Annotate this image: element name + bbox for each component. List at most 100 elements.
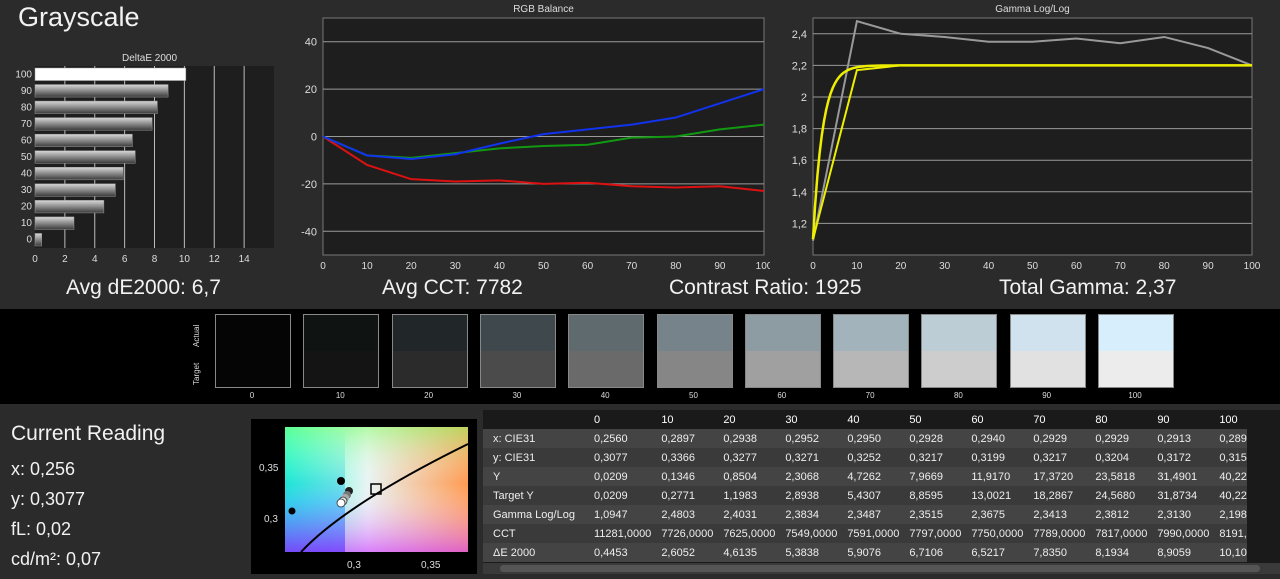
rgb-series-line (322, 88, 765, 161)
table-cell: 2,198 (1209, 505, 1247, 524)
deltae-ytick: 70 (21, 119, 33, 130)
table-cell: 2,3487 (837, 505, 900, 524)
gamma-xtick: 10 (851, 261, 863, 272)
swatch-target (304, 351, 379, 387)
table-cell: 7,8350 (1023, 543, 1086, 562)
table-cell: 0,2913 (1147, 429, 1210, 448)
table-cell: 17,3720 (1023, 467, 1086, 486)
deltae-ytick: 100 (15, 69, 32, 80)
table-cell: 0,0209 (584, 486, 652, 505)
table-cell: 7990,0000 (1147, 524, 1210, 543)
swatch-label: 60 (777, 391, 787, 400)
swatch-target (392, 351, 467, 387)
gamma-series-line (812, 19, 1253, 241)
table-cell: 40,22 (1209, 486, 1247, 505)
swatch-label: 10 (335, 391, 345, 400)
deltae-ytick: 20 (21, 202, 33, 213)
cie-ytick-030: 0,3 (264, 514, 278, 525)
deltae-ytick: 10 (21, 218, 33, 229)
gamma-chart: Gamma Log/Log 2,4 2,2 2 1,8 1,6 1,4 1,2 0 10 20 30 4… (770, 0, 1280, 275)
rgb-xtick: 30 (450, 261, 462, 272)
swatch-actual (392, 315, 467, 351)
rgb-series-line (322, 135, 765, 193)
table-cell: 1,1983 (713, 486, 776, 505)
table-header-cell: 90 (1157, 413, 1170, 426)
table-cell: 23,5818 (1085, 467, 1148, 486)
table-cell: 0,3271 (775, 448, 838, 467)
table-header-cell (483, 410, 584, 429)
swatch-label: 100 (1128, 391, 1142, 400)
cie-point-50 (336, 498, 346, 508)
rgb-ytick: 40 (305, 37, 317, 49)
deltae-ytick: 40 (21, 169, 33, 180)
table-cell: 0,289 (1209, 429, 1247, 448)
table-cell: 10,10 (1209, 543, 1247, 562)
deltae-ytick: 50 (21, 152, 33, 163)
table-cell: 8191, (1209, 524, 1247, 543)
deltae-ytick: 60 (21, 135, 33, 146)
rgb-xtick: 50 (538, 261, 550, 272)
swatch-80 (921, 314, 998, 388)
table-cell: 0,2560 (584, 429, 652, 448)
cie-point-0 (337, 477, 345, 485)
swatch-target (922, 351, 997, 387)
planckian-locus (300, 443, 469, 553)
gamma-xtick: 40 (983, 261, 995, 272)
cie-diagram-svg: 0,35 0,3 0,3 0,35 (259, 427, 469, 571)
table-cell: 2,4031 (713, 505, 776, 524)
deltae-chart-svg: DeltaE 2000 0 2 4 6 8 10 12 14 0 10 20 30 40 50 60 70 80 9… (15, 53, 274, 265)
swatch-panel: Actual Target 0 10 20 30 40 50 60 70 80 90 100 (189, 309, 1189, 404)
table-cell: 0,2929 (1085, 429, 1148, 448)
gamma-ytick: 1,4 (792, 187, 807, 199)
table-cell: 13,0021 (961, 486, 1024, 505)
swatch-target (657, 351, 732, 387)
swatch-70 (833, 314, 910, 388)
swatch-actual (657, 315, 732, 351)
swatch-label: 30 (512, 391, 522, 400)
deltae-bar (34, 100, 158, 114)
swatch-actual (1010, 315, 1085, 351)
deltae-bar (34, 200, 105, 214)
table-cell: 11,9170 (961, 467, 1024, 486)
table-cell: 0,4453 (584, 543, 652, 562)
gamma-plot-area (812, 17, 1253, 256)
swatch-label: 20 (424, 391, 434, 400)
current-reading: Current Reading x: 0,256 y: 0,3077 fL: 0… (11, 422, 165, 574)
swatch-60 (744, 314, 821, 388)
target-label: Target (192, 362, 201, 385)
table-cell: 8,1934 (1085, 543, 1148, 562)
table-cell: 0,8504 (713, 467, 776, 486)
gamma-xtick: 100 (1244, 261, 1261, 272)
page-title: Grayscale (18, 2, 140, 32)
gamma-ytick: 1,2 (792, 218, 807, 230)
table-cell: 7789,0000 (1023, 524, 1086, 543)
table-header-cell: 80 (1095, 413, 1108, 426)
table-cell: 0,0209 (584, 467, 652, 486)
table-row-label: CCT (483, 524, 584, 543)
table-cell: 0,2929 (1023, 429, 1086, 448)
table-row: Gamma Log/Log 1,0947 2,4803 2,4031 2,3834 2,3… (483, 505, 1247, 524)
table-cell: 6,7106 (899, 543, 962, 562)
swatch-90 (1009, 314, 1086, 388)
cie-point-red (288, 507, 296, 515)
rgb-xtick: 90 (714, 261, 726, 272)
table-cell: 2,3515 (899, 505, 962, 524)
swatch-label: 90 (1042, 391, 1052, 400)
gamma-xtick: 30 (939, 261, 951, 272)
table-header-cell: 20 (723, 413, 736, 426)
gamma-target-curve (811, 64, 1252, 240)
deltae-bar (34, 133, 133, 147)
reading-fl: fL: 0,02 (11, 519, 72, 539)
table-cell: 7797,0000 (899, 524, 962, 543)
table-cell: 8,8595 (899, 486, 962, 505)
swatch-target (834, 351, 909, 387)
table-scroll-thumb[interactable] (500, 565, 1260, 572)
table-cell: 7625,0000 (713, 524, 776, 543)
deltae-bar (34, 117, 153, 131)
table-row-label: ΔE 2000 (483, 543, 584, 562)
swatch-100 (1098, 314, 1174, 388)
swatch-target (480, 351, 555, 387)
swatch-target (1099, 351, 1173, 387)
reading-y: y: 0,3077 (11, 489, 86, 509)
swatch-40 (568, 314, 645, 388)
